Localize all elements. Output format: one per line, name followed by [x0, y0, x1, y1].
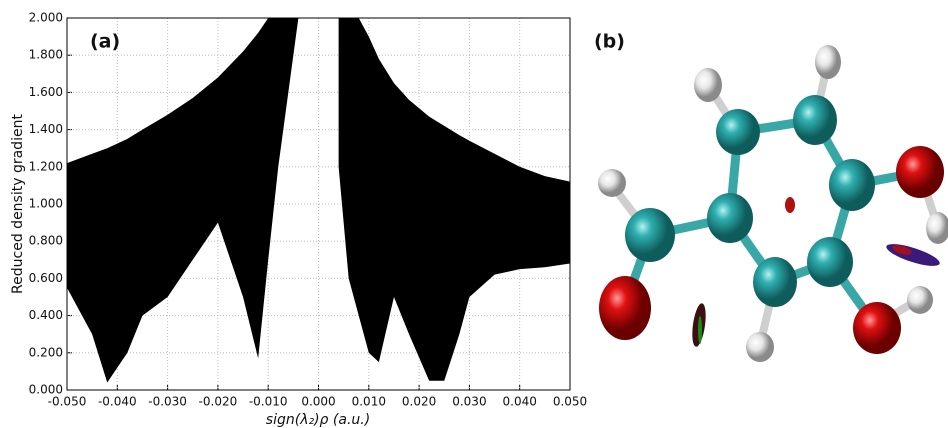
x-tick-label: -0.030 — [148, 395, 187, 409]
plot-area: 2.000 1.800 1.600 1.400 1.200 1.000 0.800 0.600… — [10, 11, 587, 428]
y-tick-label: 0.000 — [29, 383, 63, 397]
y-tick-label: 1.200 — [29, 159, 63, 173]
y-tick-label: 1.800 — [29, 48, 63, 62]
x-tick-label: -0.050 — [48, 395, 87, 409]
x-tick-label: -0.040 — [98, 395, 137, 409]
y-tick-label: 0.200 — [29, 345, 63, 359]
x-tick-label: 0.030 — [452, 395, 486, 409]
panel-label: (a) — [90, 31, 120, 53]
y-tick-label: 0.600 — [29, 271, 63, 285]
x-tick-label: 0.020 — [402, 395, 436, 409]
plot-frame — [66, 17, 571, 391]
y-tick-label: 2.000 — [29, 11, 63, 25]
x-tick-label: 0.040 — [503, 395, 537, 409]
density-region — [338, 18, 570, 381]
y-axis-label: Reduced density gradient — [10, 114, 26, 294]
y-tick-label: 0.400 — [29, 308, 63, 322]
x-tick-label: -0.020 — [199, 395, 238, 409]
molecule: (b) — [594, 31, 948, 362]
x-axis-label: sign(λ₂)ρ (a.u.) — [266, 412, 370, 428]
panel-label: (b) — [594, 31, 625, 53]
x-tick-label: 0.000 — [301, 395, 335, 409]
density-region — [67, 18, 299, 383]
x-tick-label: 0.050 — [553, 395, 587, 409]
y-tick-label: 1.000 — [29, 197, 63, 211]
y-tick-label: 0.800 — [29, 234, 63, 248]
y-tick-label: 1.600 — [29, 85, 63, 99]
y-tick-label: 1.400 — [29, 122, 63, 136]
x-tick-label: -0.010 — [249, 395, 288, 409]
x-tick-label: 0.010 — [352, 395, 386, 409]
